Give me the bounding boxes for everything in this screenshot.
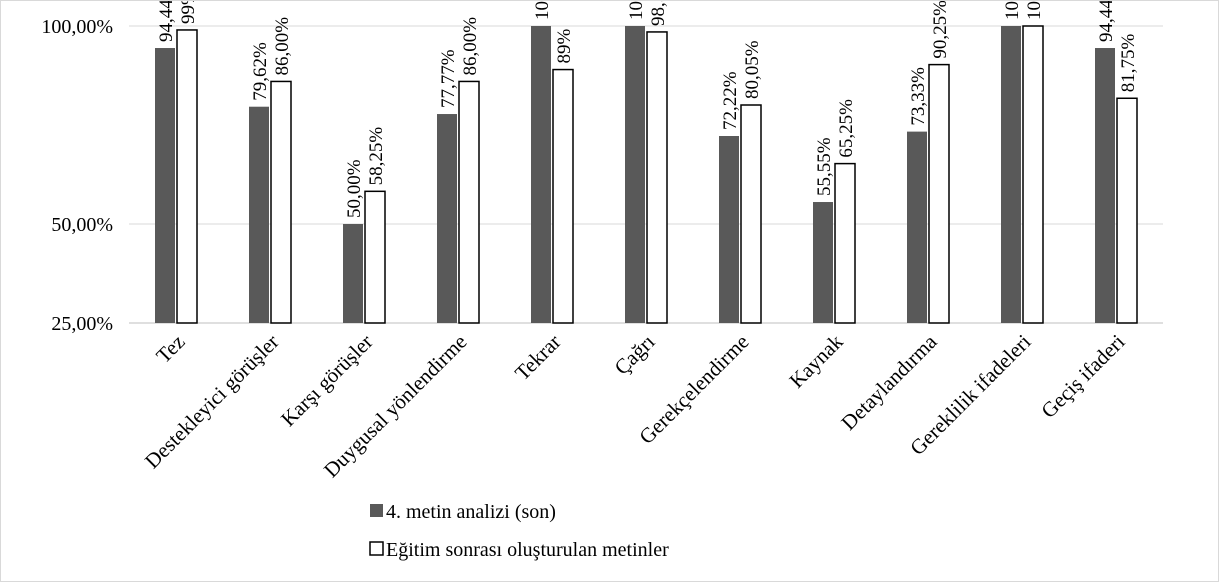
bars	[155, 25, 1138, 324]
bar-series-2	[176, 29, 198, 324]
y-tick-label: 50,00%	[51, 214, 113, 236]
x-tick-label: Çağrı	[610, 329, 660, 379]
data-label: 100,00%	[1002, 1, 1023, 20]
data-label: 99%	[178, 1, 199, 24]
bar-series-1	[1001, 26, 1021, 323]
bar-series-2	[834, 162, 856, 324]
bar-series-2	[1022, 25, 1044, 324]
x-tick-label: Tez	[151, 330, 189, 368]
bar-series-2	[270, 80, 292, 324]
data-labels: 94,44% 99%79,62% 86,00%50,00%58,25%77,77%8…	[156, 1, 1139, 218]
bar-series-1	[1095, 48, 1115, 323]
data-label: 80,05%	[742, 40, 763, 99]
bar-series-2	[740, 104, 762, 324]
y-axis-tick-labels: 25,00% 50,00% 100,00%	[41, 16, 113, 335]
x-tick-label: Tekrar	[510, 330, 566, 386]
bar-series-1	[625, 26, 645, 323]
data-label: 50,00%	[344, 159, 365, 218]
data-label: 73,33%	[908, 67, 929, 126]
bar-series-2	[928, 63, 950, 324]
bar-series-1	[719, 136, 739, 323]
legend-label-2: Eğitim sonrası oluşturulan metinler	[386, 539, 669, 561]
x-tick-label: Kaynak	[784, 329, 848, 393]
legend-swatch-1	[370, 504, 383, 517]
bar-series-1	[155, 48, 175, 323]
data-label: 100,00%	[626, 1, 647, 20]
bar-series-1	[343, 224, 363, 323]
data-label: 77,77%	[438, 49, 459, 108]
data-label: 100,00%	[532, 1, 553, 20]
data-label: 86,00%	[272, 17, 293, 76]
data-label: 90,25%	[930, 1, 951, 59]
data-label: 65,25%	[836, 99, 857, 158]
data-label: 94,44%	[1096, 1, 1117, 42]
x-tick-label: Karşı görüşler	[276, 330, 378, 432]
data-label: 94,44%	[156, 1, 177, 42]
y-tick-label: 100,00%	[41, 16, 113, 38]
data-label: 98,50%	[648, 1, 669, 26]
y-tick-label: 25,00%	[51, 313, 113, 335]
data-label: 86,00%	[460, 17, 481, 76]
bar-series-2	[646, 31, 668, 324]
bar-series-2	[364, 190, 386, 324]
bar-series-1	[907, 131, 927, 323]
data-label: 72,22%	[720, 71, 741, 130]
bar-series-1	[437, 114, 457, 324]
bar-series-1	[813, 202, 833, 323]
data-label: 89%	[554, 29, 575, 64]
x-tick-label: Geçiş ifaderi	[1036, 329, 1129, 422]
data-label: 81,75%	[1118, 34, 1139, 93]
data-label: 79,62%	[250, 42, 271, 101]
x-tick-label: Detaylandırma	[836, 329, 942, 435]
bar-series-2	[458, 80, 480, 324]
bar-series-2	[1116, 97, 1138, 324]
legend-label-1: 4. metin analizi (son)	[386, 501, 556, 523]
data-label: 55,55%	[814, 137, 835, 196]
bar-series-1	[531, 26, 551, 323]
bar-series-1	[249, 106, 269, 323]
legend: 4. metin analizi (son) Eğitim sonrası olu…	[369, 501, 669, 561]
bar-series-2	[552, 68, 574, 324]
legend-swatch-2	[369, 541, 384, 556]
data-label: 58,25%	[366, 127, 387, 186]
data-label: 100,00%	[1024, 1, 1045, 20]
gridlines	[129, 25, 1163, 324]
